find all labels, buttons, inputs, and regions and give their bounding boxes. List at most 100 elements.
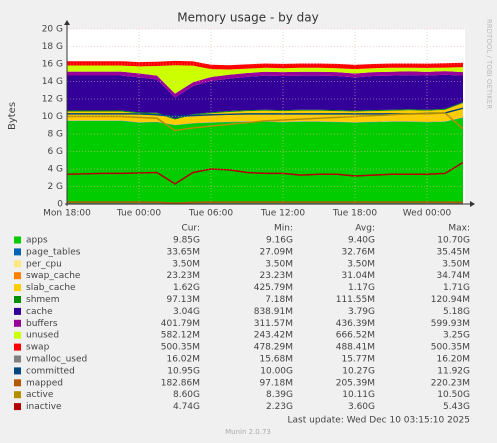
stat-header: Avg: (355, 224, 375, 234)
stat-value: 3.79G (348, 307, 375, 317)
stat-value: 3.04G (173, 307, 200, 317)
legend-label: active (26, 390, 54, 400)
line (67, 201, 464, 204)
legend-label: swap (26, 343, 50, 353)
stat-value: 3.25G (443, 331, 470, 341)
y-tick-label: 2 G (47, 182, 63, 192)
legend-swatch (14, 343, 21, 351)
stat-value: 23.23M (166, 271, 200, 281)
legend-swatch (14, 260, 21, 268)
x-axis-arrow (470, 201, 475, 207)
stat-value: 10.00G (260, 366, 293, 376)
y-tick-label: 16 G (42, 60, 63, 70)
legend-label: cache (26, 307, 53, 317)
legend-swatch (14, 319, 21, 327)
stat-value: 1.62G (173, 283, 200, 293)
stat-value: 182.86M (161, 378, 200, 388)
y-axis-arrow (64, 20, 70, 25)
stat-value: 7.18M (265, 295, 293, 305)
legend-swatch (14, 331, 21, 339)
stat-value: 8.39G (266, 390, 293, 400)
stat-value: 97.13M (166, 295, 200, 305)
stat-value: 8.60G (173, 390, 200, 400)
area (67, 71, 463, 98)
stat-header: Max: (448, 224, 470, 234)
stat-value: 838.91M (254, 307, 293, 317)
stat-value: 10.95G (167, 366, 200, 376)
stat-value: 500.35M (431, 343, 470, 353)
legend-swatch (14, 307, 21, 315)
stat-value: 220.23M (431, 378, 470, 388)
legend-swatch (14, 236, 21, 244)
line (66, 161, 464, 185)
stat-value: 33.65M (166, 247, 200, 257)
stat-value: 478.29M (254, 343, 293, 353)
stat-value: 3.50M (442, 259, 470, 269)
stat-value: 4.74G (173, 402, 200, 412)
area (67, 117, 463, 204)
stat-value: 32.76M (341, 247, 375, 257)
legend-label: slab_cache (26, 283, 76, 293)
y-axis-label: Bytes (7, 102, 18, 130)
legend-swatch (14, 403, 21, 411)
y-tick-label: 0 (57, 200, 63, 210)
stat-value: 666.52M (336, 331, 375, 341)
stat-value: 3.50M (347, 259, 375, 269)
x-tick-label: Wed 00:00 (403, 209, 452, 219)
side-text: RRDTOOL / TOBI OETIKER (485, 19, 493, 109)
stat-value: 27.09M (259, 247, 293, 257)
y-tick-label: 20 G (42, 25, 63, 35)
y-tick-label: 18 G (42, 42, 63, 52)
line (67, 112, 464, 132)
stat-value: 16.20M (436, 355, 470, 365)
stat-value: 10.50G (437, 390, 470, 400)
stat-value: 9.16G (266, 236, 293, 246)
stat-value: 120.94M (431, 295, 470, 305)
legend-label: committed (26, 366, 75, 376)
stat-value: 311.57M (254, 319, 293, 329)
legend-swatch (14, 367, 21, 375)
legend-label: inactive (26, 402, 62, 412)
legend-label: apps (26, 236, 48, 246)
stat-value: 97.18M (259, 378, 293, 388)
stat-value: 34.74M (436, 271, 470, 281)
last-update: Last update: Wed Dec 10 03:15:10 2025 (288, 416, 470, 426)
y-tick-label: 14 G (42, 77, 63, 87)
stat-value: 1.71G (443, 283, 470, 293)
legend-swatch (14, 284, 21, 292)
stat-value: 599.93M (431, 319, 470, 329)
legend-label: vmalloc_used (26, 355, 87, 365)
legend-swatch (14, 248, 21, 256)
stat-value: 35.45M (436, 247, 470, 257)
y-tick-label: 4 G (47, 165, 63, 175)
x-tick-label: Tue 00:00 (116, 209, 161, 219)
stat-value: 15.77M (341, 355, 375, 365)
y-tick-label: 10 G (42, 112, 63, 122)
stat-value: 500.35M (161, 343, 200, 353)
stat-value: 15.68M (259, 355, 293, 365)
stat-value: 2.23G (266, 402, 293, 412)
version: Munin 2.0.73 (225, 428, 271, 436)
legend-label: shmem (26, 295, 59, 305)
area (67, 65, 463, 94)
stat-value: 401.79M (161, 319, 200, 329)
stat-value: 1.17G (348, 283, 375, 293)
y-tick-label: 8 G (47, 130, 63, 140)
stat-value: 10.27G (342, 366, 375, 376)
x-tick-label: Mon 18:00 (43, 209, 91, 219)
stat-value: 111.55M (336, 295, 375, 305)
stat-value: 23.23M (259, 271, 293, 281)
y-tick-label: 12 G (42, 95, 63, 105)
stat-value: 5.18G (443, 307, 470, 317)
chart-title: Memory usage - by day (177, 11, 318, 25)
stat-header: Min: (274, 224, 293, 234)
x-tick-label: Tue 12:00 (260, 209, 305, 219)
legend-label: swap_cache (26, 271, 81, 281)
area (67, 74, 463, 119)
stat-value: 3.50M (265, 259, 293, 269)
stat-value: 10.11G (342, 390, 375, 400)
stat-value: 9.85G (173, 236, 200, 246)
area (67, 60, 463, 70)
stat-value: 3.60G (348, 402, 375, 412)
